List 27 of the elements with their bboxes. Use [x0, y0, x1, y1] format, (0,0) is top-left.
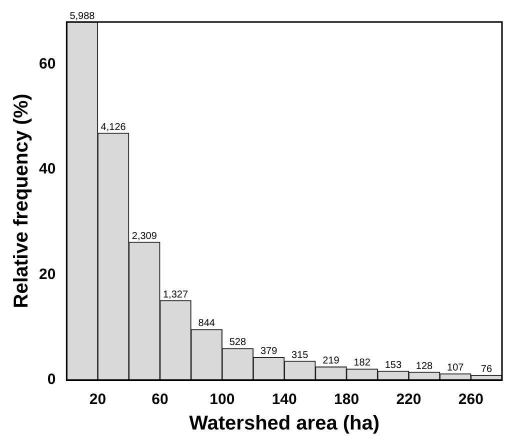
- y-axis-title: Relative frequency (%): [10, 94, 33, 308]
- annotation: 76: [480, 364, 492, 376]
- annotation: 315: [292, 350, 309, 361]
- annotation: 107: [447, 362, 464, 374]
- x-tick-label: 260: [458, 391, 484, 408]
- annotation: 1,327: [163, 289, 188, 300]
- annotation: 5,988: [70, 10, 96, 22]
- y-tick-label: 20: [38, 266, 56, 283]
- annotation: 182: [354, 358, 371, 369]
- annotation: 528: [229, 337, 246, 348]
- x-tick-label: 180: [334, 391, 360, 408]
- x-tick-label: 20: [89, 391, 106, 408]
- annotation: 379: [260, 346, 278, 358]
- y-tick-label: 40: [38, 160, 56, 178]
- annotation: 844: [198, 318, 216, 330]
- y-tick-label: 60: [38, 55, 56, 72]
- x-tick-label: 100: [210, 391, 235, 408]
- annotation: 153: [384, 360, 402, 371]
- x-tick-label: 220: [396, 391, 422, 408]
- y-tick-label: 0: [47, 371, 56, 388]
- x-axis-title: Watershed area (ha): [189, 412, 380, 435]
- annotation: 2,309: [132, 230, 158, 242]
- annotation: 219: [322, 356, 340, 367]
- x-tick-label: 140: [272, 391, 297, 408]
- x-tick-label: 60: [152, 391, 168, 408]
- annotation: 128: [416, 360, 434, 372]
- annotation: 4,126: [100, 122, 126, 133]
